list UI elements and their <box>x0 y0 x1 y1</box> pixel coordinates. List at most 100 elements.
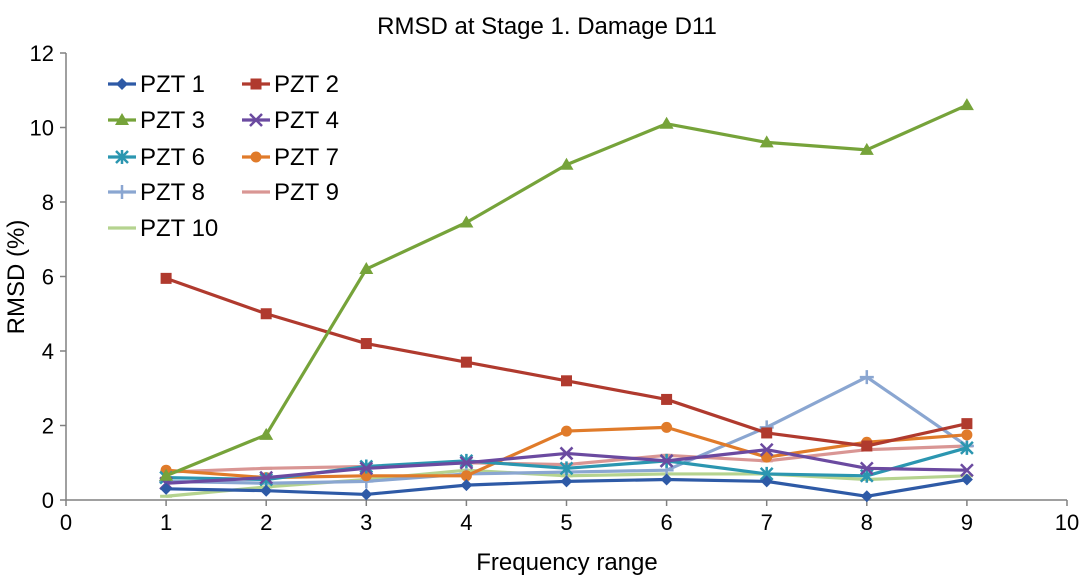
chart-title: RMSD at Stage 1. Damage D11 <box>377 13 717 40</box>
data-point <box>459 455 474 470</box>
data-point <box>360 470 372 482</box>
legend: PZT 1 PZT 2 PZT 3 PZT 4 PZT 6 PZT 7 PZT 8 PZT 9… <box>108 71 339 242</box>
data-point <box>459 453 474 468</box>
data-point <box>661 393 673 405</box>
legend-item: PZT 9 <box>242 179 339 206</box>
series-layer <box>159 98 974 503</box>
data-point <box>160 482 173 495</box>
data-point <box>460 356 472 368</box>
legend-label: PZT 4 <box>274 107 339 134</box>
data-point <box>359 459 374 474</box>
data-point <box>459 215 474 228</box>
data-point <box>260 484 273 497</box>
legend-item: PZT 7 <box>242 144 339 171</box>
data-point <box>760 475 773 488</box>
data-point <box>159 468 174 481</box>
data-point <box>859 142 874 155</box>
data-point <box>759 442 774 457</box>
legend-item: PZT 10 <box>108 215 218 242</box>
y-tick-label: 6 <box>42 265 54 290</box>
x-axis-label: Frequency range <box>476 549 657 576</box>
data-point <box>359 461 374 476</box>
legend-label: PZT 7 <box>274 144 339 171</box>
x-tick-label: 5 <box>560 510 572 535</box>
x-tick-label: 10 <box>1055 510 1079 535</box>
data-point <box>761 451 773 463</box>
data-point <box>959 98 974 111</box>
legend-swatch-marker <box>249 113 263 127</box>
legend-swatch-marker <box>250 78 262 90</box>
data-point <box>559 461 574 476</box>
x-tick-label: 2 <box>260 510 272 535</box>
legend-item: PZT 6 <box>108 144 205 171</box>
legend-label: PZT 10 <box>140 215 218 242</box>
legend-item: PZT 4 <box>242 107 339 134</box>
data-point <box>759 135 774 148</box>
y-axis-label: RMSD (%) <box>3 220 30 335</box>
data-point <box>360 338 372 350</box>
legend-swatch-marker <box>115 150 129 164</box>
series-pzt-2 <box>160 272 973 452</box>
legend-swatch-marker <box>115 113 129 125</box>
data-point <box>559 157 574 170</box>
data-point <box>961 429 973 441</box>
data-point <box>260 308 272 320</box>
data-point <box>559 446 574 461</box>
y-tick-label: 10 <box>30 116 54 141</box>
data-point <box>761 427 773 439</box>
series-pzt-1 <box>160 473 973 503</box>
legend-label: PZT 1 <box>140 71 205 98</box>
data-point <box>960 463 974 478</box>
data-point <box>259 472 274 487</box>
data-point <box>160 272 172 284</box>
data-point <box>661 421 673 433</box>
legend-label: PZT 9 <box>274 179 339 206</box>
data-point <box>359 262 374 275</box>
data-point <box>561 375 572 387</box>
data-point <box>859 461 874 476</box>
data-point <box>259 470 274 485</box>
series-pzt-3 <box>159 98 974 481</box>
x-tick-label: 8 <box>861 510 873 535</box>
series-line <box>165 276 968 448</box>
x-tick-label: 0 <box>60 510 72 535</box>
data-point <box>460 479 473 492</box>
legend-item: PZT 1 <box>108 71 205 98</box>
data-point <box>960 473 973 486</box>
data-point <box>860 490 873 503</box>
data-point <box>659 116 674 129</box>
x-tick-label: 9 <box>961 510 973 535</box>
data-point <box>460 470 472 482</box>
y-tick-label: 0 <box>42 488 54 513</box>
x-tick-label: 4 <box>460 510 472 535</box>
legend-label: PZT 8 <box>140 179 205 206</box>
data-point <box>561 425 572 437</box>
legend-swatch-marker <box>115 185 129 199</box>
data-point <box>259 427 274 440</box>
x-tick-label: 7 <box>761 510 773 535</box>
data-point <box>660 473 673 486</box>
legend-item: PZT 3 <box>108 107 205 134</box>
legend-item: PZT 2 <box>242 71 339 98</box>
series-pzt-7 <box>160 421 973 484</box>
x-tick-label: 1 <box>160 510 172 535</box>
data-point <box>859 370 874 385</box>
x-tick-label: 3 <box>360 510 372 535</box>
y-tick-label: 4 <box>42 339 54 364</box>
legend-swatch-marker <box>116 78 128 90</box>
legend-item: PZT 8 <box>108 179 205 206</box>
data-point <box>960 440 974 455</box>
legend-swatch-marker <box>250 151 262 163</box>
y-tick-label: 12 <box>30 41 54 66</box>
data-point <box>560 475 573 488</box>
data-point <box>961 418 973 430</box>
legend-label: PZT 6 <box>140 144 205 171</box>
data-point <box>360 488 373 501</box>
data-point <box>659 454 674 468</box>
legend-label: PZT 3 <box>140 107 205 134</box>
data-point <box>861 440 873 452</box>
x-tick-label: 6 <box>660 510 672 535</box>
y-tick-label: 8 <box>42 190 54 215</box>
